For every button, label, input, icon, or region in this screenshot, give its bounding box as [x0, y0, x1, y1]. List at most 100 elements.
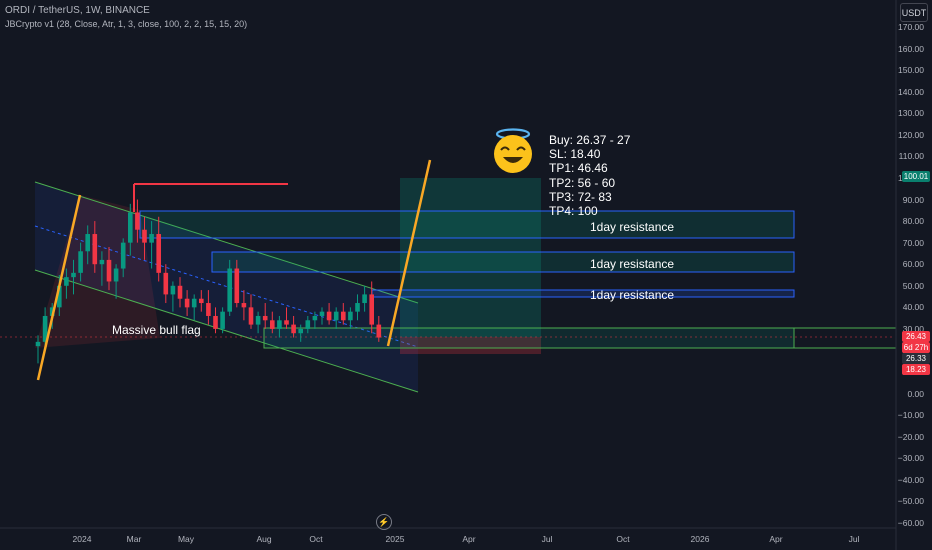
trade-plan-note: Buy: 26.37 - 27 SL: 18.40 TP1: 46.46 TP2… [549, 133, 631, 219]
candle-body [227, 268, 232, 312]
price-tick-label: 40.00 [902, 302, 924, 313]
channel-lower-line [34, 269, 419, 393]
candle-body [255, 315, 261, 325]
candle-body [348, 311, 353, 321]
price-tick-label: −50.00 [897, 496, 924, 507]
time-tick-label: 2025 [385, 534, 405, 544]
price-tick-label: −10.00 [897, 410, 924, 421]
candle-body [163, 272, 169, 295]
symbol-title[interactable]: ORDI / TetherUS, 1W, BINANCE [5, 5, 150, 16]
price-tick-label: 170.00 [898, 22, 924, 32]
price-badge-target: 100.01 [902, 171, 930, 182]
price-tick-label: 30.00 [902, 323, 924, 334]
candle-body [312, 315, 318, 321]
candle-body [362, 294, 367, 304]
time-tick-label: 2024 [72, 534, 92, 544]
candle-body [270, 320, 275, 329]
price-badge-countdown: 6d 27h [902, 342, 930, 353]
support-extension [793, 327, 897, 349]
candle-body [333, 311, 339, 321]
price-tick-label: 110.00 [898, 151, 924, 162]
candle-body [191, 298, 197, 308]
candle-body [326, 311, 332, 321]
candle-body [71, 272, 76, 278]
candle-body [57, 285, 62, 308]
candle-body [177, 285, 183, 299]
candle-body [369, 294, 374, 325]
time-tick-label: Oct [309, 534, 323, 544]
lightning-icon[interactable]: ⚡ [376, 514, 392, 530]
time-tick-label: Jul [848, 534, 860, 544]
price-tick-label: 70.00 [902, 237, 924, 248]
candles-layer [35, 199, 382, 364]
candle-body [149, 234, 154, 243]
candle-body [262, 315, 268, 321]
candle-body [170, 285, 176, 295]
long-position-loss-zone [400, 337, 541, 354]
price-tick-label: 120.00 [898, 129, 924, 140]
resistance-box-3 [371, 289, 795, 298]
price-tick-label: 60.00 [902, 259, 924, 270]
candle-body [106, 259, 112, 282]
price-tick-label: 130.00 [898, 108, 924, 119]
candle-body [284, 320, 289, 325]
price-tick-label: −40.00 [897, 474, 924, 485]
candle-body [135, 212, 140, 230]
candle-body [277, 320, 282, 329]
candle-body [142, 229, 147, 243]
candle-body [206, 303, 211, 316]
halo-emoji-icon [490, 127, 536, 180]
candle-body [213, 315, 218, 329]
resistance-box-2 [211, 251, 795, 273]
price-tick-label: 160.00 [898, 43, 924, 54]
price-badge-stop: 18.23 [902, 364, 930, 375]
price-tick-label: 90.00 [902, 194, 924, 205]
price-tick-label: 80.00 [902, 216, 924, 227]
candle-body [49, 307, 55, 316]
candle-body [85, 234, 90, 252]
candle-body [220, 311, 225, 329]
candle-body [355, 303, 360, 312]
time-tick-label: 2026 [690, 534, 710, 544]
price-badge-last: 26.43 [902, 331, 930, 342]
candle-body [298, 328, 303, 334]
price-tick-label: −20.00 [897, 431, 924, 442]
pole-trend-line [36, 194, 82, 381]
time-tick-label: Mar [126, 534, 142, 544]
channel-upper-line [34, 181, 419, 304]
resistance-label-3: 1day resistance [590, 288, 675, 302]
resistance-label-2: 1day resistance [590, 257, 675, 271]
price-badge-cursor: 26.33 [902, 353, 930, 364]
price-tick-label: −30.00 [897, 453, 924, 464]
breakout-trend-line [386, 159, 432, 347]
candle-body [199, 298, 204, 304]
candle-body [156, 234, 161, 273]
time-tick-label: Aug [256, 534, 272, 544]
candle-body [184, 298, 190, 308]
candle-body [319, 311, 325, 316]
long-position-profit-zone [400, 178, 541, 337]
candle-body [120, 242, 126, 269]
candle-body [248, 307, 254, 325]
candle-body [305, 320, 311, 329]
candle-body [291, 324, 296, 334]
candle-body [64, 277, 69, 286]
bull-flag-label: Massive bull flag [112, 323, 201, 337]
candle-body [128, 212, 133, 243]
candle-body [376, 324, 382, 338]
candle-body [341, 311, 346, 321]
channel-mid-line [34, 225, 419, 348]
candle-body [113, 268, 119, 282]
time-tick-label: May [177, 534, 195, 544]
candle-body [42, 315, 48, 342]
price-tick-label: 140.00 [898, 86, 924, 97]
indicator-legend[interactable]: JBCrypto v1 (28, Close, Atr, 1, 3, close… [5, 19, 248, 29]
candle-body [99, 259, 105, 265]
candle-body [78, 251, 83, 273]
price-tick-label: 50.00 [902, 280, 924, 291]
candle-body [234, 268, 240, 304]
currency-button[interactable]: USDT [900, 3, 928, 22]
resistance-label-1: 1day resistance [590, 220, 675, 234]
price-tick-label: 0.00 [907, 388, 924, 399]
